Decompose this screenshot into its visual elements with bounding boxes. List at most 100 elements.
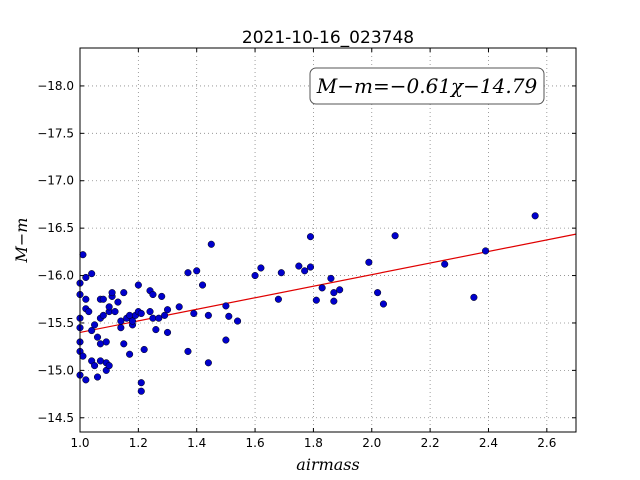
fit-equation: M−m=−0.61χ−14.79	[316, 74, 538, 98]
data-point	[190, 309, 198, 318]
data-point	[152, 326, 160, 334]
data-point	[441, 260, 449, 268]
data-point	[120, 289, 128, 297]
y-tick-label: −18.0	[37, 79, 74, 93]
data-point	[93, 373, 102, 381]
x-tick-label: 2.4	[479, 436, 498, 450]
data-point	[225, 312, 233, 320]
data-point	[327, 274, 335, 282]
data-point	[204, 311, 212, 319]
data-point	[99, 311, 107, 319]
data-point	[108, 289, 116, 297]
data-point	[117, 324, 125, 332]
data-point	[137, 379, 145, 387]
x-tick-label: 2.0	[362, 436, 381, 450]
x-axis-label: airmass	[296, 455, 359, 474]
y-tick-label: −16.5	[37, 221, 74, 235]
data-point	[93, 333, 102, 341]
y-axis-label: M−m	[12, 218, 31, 264]
data-point	[391, 232, 399, 240]
data-point	[175, 303, 183, 311]
data-point	[146, 308, 154, 316]
data-point	[198, 281, 207, 289]
data-point	[111, 308, 119, 316]
y-tick-label: −15.0	[37, 363, 74, 377]
y-tick-label: −17.0	[37, 174, 74, 188]
plot-frame	[79, 47, 577, 433]
data-point	[274, 295, 282, 303]
x-tick-label: 1.6	[246, 436, 265, 450]
data-point	[85, 308, 93, 316]
data-point	[374, 289, 382, 297]
y-tick-label: −14.5	[37, 411, 74, 425]
axis-ticks: 1.0 1.2 1.4 1.6 1.8 2.0 2.2 2.4 2.6 −14.5 −15.0 −15…	[37, 48, 576, 450]
data-point	[301, 267, 309, 275]
x-tick-label: 2.6	[537, 436, 556, 450]
data-point	[365, 258, 373, 266]
data-point	[193, 267, 201, 275]
data-point	[134, 281, 142, 289]
data-point	[330, 297, 338, 305]
y-tick-label: −15.5	[37, 316, 74, 330]
data-point	[184, 347, 192, 355]
data-point	[312, 296, 320, 304]
data-point	[79, 251, 87, 259]
data-point	[470, 293, 478, 301]
data-point	[163, 328, 172, 336]
fit-equation-frame	[309, 67, 545, 105]
data-point	[330, 289, 338, 297]
data-point	[277, 269, 285, 277]
data-point	[257, 264, 265, 272]
data-point	[105, 303, 113, 311]
data-point	[88, 270, 96, 278]
data-point	[140, 345, 148, 354]
data-point	[295, 262, 303, 270]
data-point	[137, 387, 145, 395]
fit-equation-box: M−m=−0.61χ−14.79	[309, 67, 545, 105]
data-point	[155, 314, 163, 322]
data-point	[204, 359, 212, 367]
data-point	[120, 340, 128, 348]
data-point	[184, 269, 192, 277]
data-point	[128, 317, 137, 325]
data-point	[114, 298, 122, 306]
data-point	[88, 326, 96, 335]
data-point	[117, 317, 125, 325]
data-point	[91, 321, 99, 329]
data-point	[158, 292, 166, 300]
data-point	[102, 338, 110, 346]
data-point	[163, 306, 172, 314]
data-point	[82, 376, 90, 384]
data-point	[82, 273, 90, 282]
data-point	[207, 240, 215, 248]
data-point	[306, 233, 315, 241]
data-point	[531, 212, 539, 220]
x-tick-label: 1.2	[129, 436, 148, 450]
data-point	[234, 317, 242, 325]
y-tick-label: −16.0	[37, 269, 74, 283]
data-point	[222, 302, 230, 310]
data-point	[82, 295, 90, 303]
data-point	[161, 311, 169, 319]
data-point	[318, 284, 326, 292]
x-tick-label: 1.0	[70, 436, 89, 450]
data-points	[76, 212, 539, 395]
data-point	[137, 309, 145, 318]
data-point	[126, 350, 134, 358]
data-point	[99, 295, 107, 303]
data-point	[336, 286, 344, 294]
data-point	[379, 300, 387, 308]
data-point	[105, 362, 113, 370]
plot-background	[80, 48, 576, 432]
x-tick-label: 1.8	[304, 436, 323, 450]
x-tick-label: 1.4	[187, 436, 206, 450]
data-point	[149, 290, 157, 299]
data-point	[222, 336, 230, 344]
data-point	[306, 263, 315, 271]
chart-title: 2021-10-16_023748	[242, 28, 414, 48]
y-tick-label: −17.5	[37, 126, 74, 140]
x-tick-label: 2.2	[421, 436, 440, 450]
data-point	[251, 272, 259, 280]
data-point	[79, 352, 87, 360]
